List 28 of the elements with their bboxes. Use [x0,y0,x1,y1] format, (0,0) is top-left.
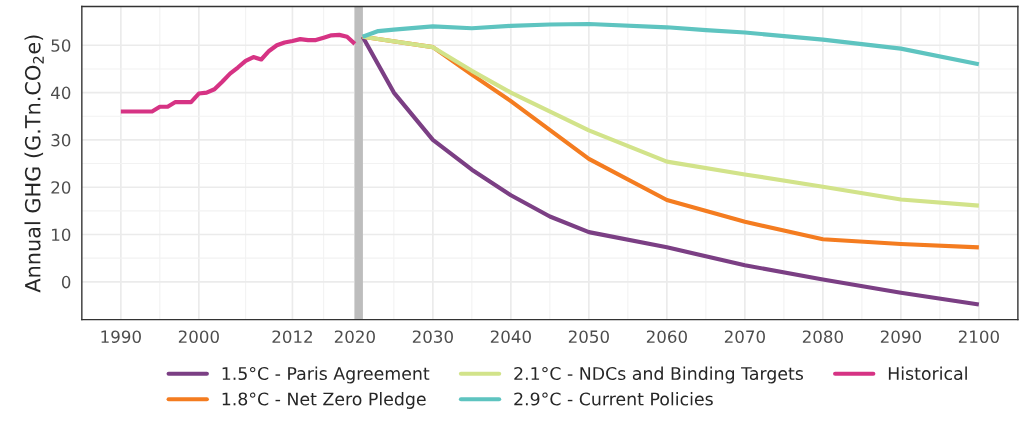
line-series [360,21,981,67]
x-tick-label: 2050 [568,330,609,343]
x-tick-label: 2100 [958,330,999,343]
y-tick-label: 40 [51,86,71,100]
x-tick-label: 2012 [272,330,312,343]
x-tick-label: 2070 [724,330,765,343]
x-tick-label: 1990 [101,330,141,343]
legend-label: 2.9°C - Current Policies [514,392,713,406]
legend-label: 1.8°C - Net Zero Pledge [222,392,426,409]
x-tick-label: 2030 [412,330,453,343]
y-tick-label: 30 [51,133,71,147]
x-tick-label: 2090 [880,330,921,343]
y-tick-label: 50 [51,39,71,52]
legend-label: 1.5°C - Paris Agreement [222,366,430,384]
x-tick-label: 2040 [490,330,531,343]
x-tick-label: 2000 [178,330,219,343]
line-series [360,34,981,307]
x-tick-label: 2080 [802,330,843,343]
line-series [118,32,357,114]
x-tick-label: 2060 [646,330,687,343]
y-tick-label: 0 [61,275,71,289]
y-tick-label: 10 [52,228,71,242]
legend-label: 2.1°C - NDCs and Binding Targets [514,366,804,384]
legend-label: Historical [888,366,967,381]
y-tick-label: 20 [51,181,71,194]
line-series [360,34,981,208]
x-tick-label: 2020 [334,330,375,343]
y-axis-title: Annual GHG (G.Tn.CO$_{2}$e) [24,35,44,293]
